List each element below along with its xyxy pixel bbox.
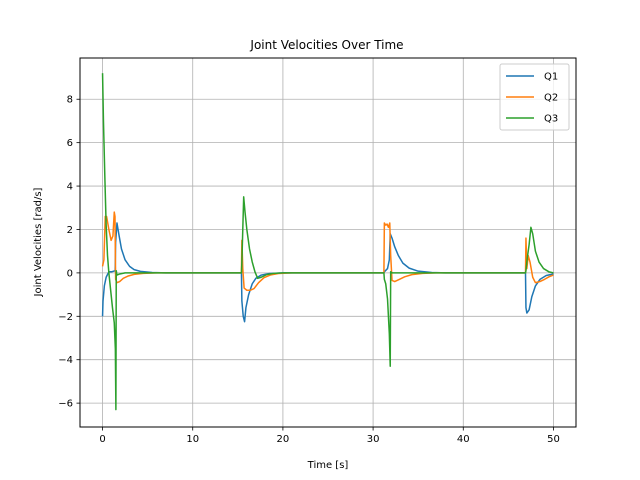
series-line-q2: [101, 211, 554, 291]
series-lines: [101, 73, 554, 411]
legend-label-q2: Q2: [544, 93, 558, 104]
series-line-q3: [101, 73, 554, 411]
y-tick-label: 8: [67, 95, 73, 106]
y-tick-label: −2: [58, 312, 73, 323]
y-tick-label: −6: [58, 399, 73, 410]
x-tick-label: 0: [99, 434, 105, 445]
x-axis-label: Time [s]: [307, 460, 349, 471]
legend: Q1 Q2 Q3: [499, 63, 570, 131]
y-tick-label: −4: [58, 355, 73, 366]
chart-title: Joint Velocities Over Time: [249, 38, 403, 52]
legend-box: [499, 63, 570, 131]
x-tick-label: 10: [186, 434, 199, 445]
y-tick-label: 2: [67, 225, 73, 236]
x-tick-label: 20: [277, 434, 290, 445]
y-tick-label: 0: [67, 268, 73, 279]
plot-frame: [79, 57, 577, 428]
x-tick-label: 40: [457, 434, 470, 445]
y-axis-label: Joint Velocities [rad/s]: [33, 187, 44, 297]
axis-ticks: 0 10 20 30 40 50 −6 −4 −2 0 2 4 6 8: [58, 95, 560, 445]
y-tick-label: 6: [67, 138, 73, 149]
legend-label-q3: Q3: [544, 114, 558, 125]
x-tick-label: 50: [547, 434, 560, 445]
x-tick-label: 30: [367, 434, 380, 445]
legend-label-q1: Q1: [544, 72, 558, 83]
y-tick-label: 4: [67, 182, 73, 193]
